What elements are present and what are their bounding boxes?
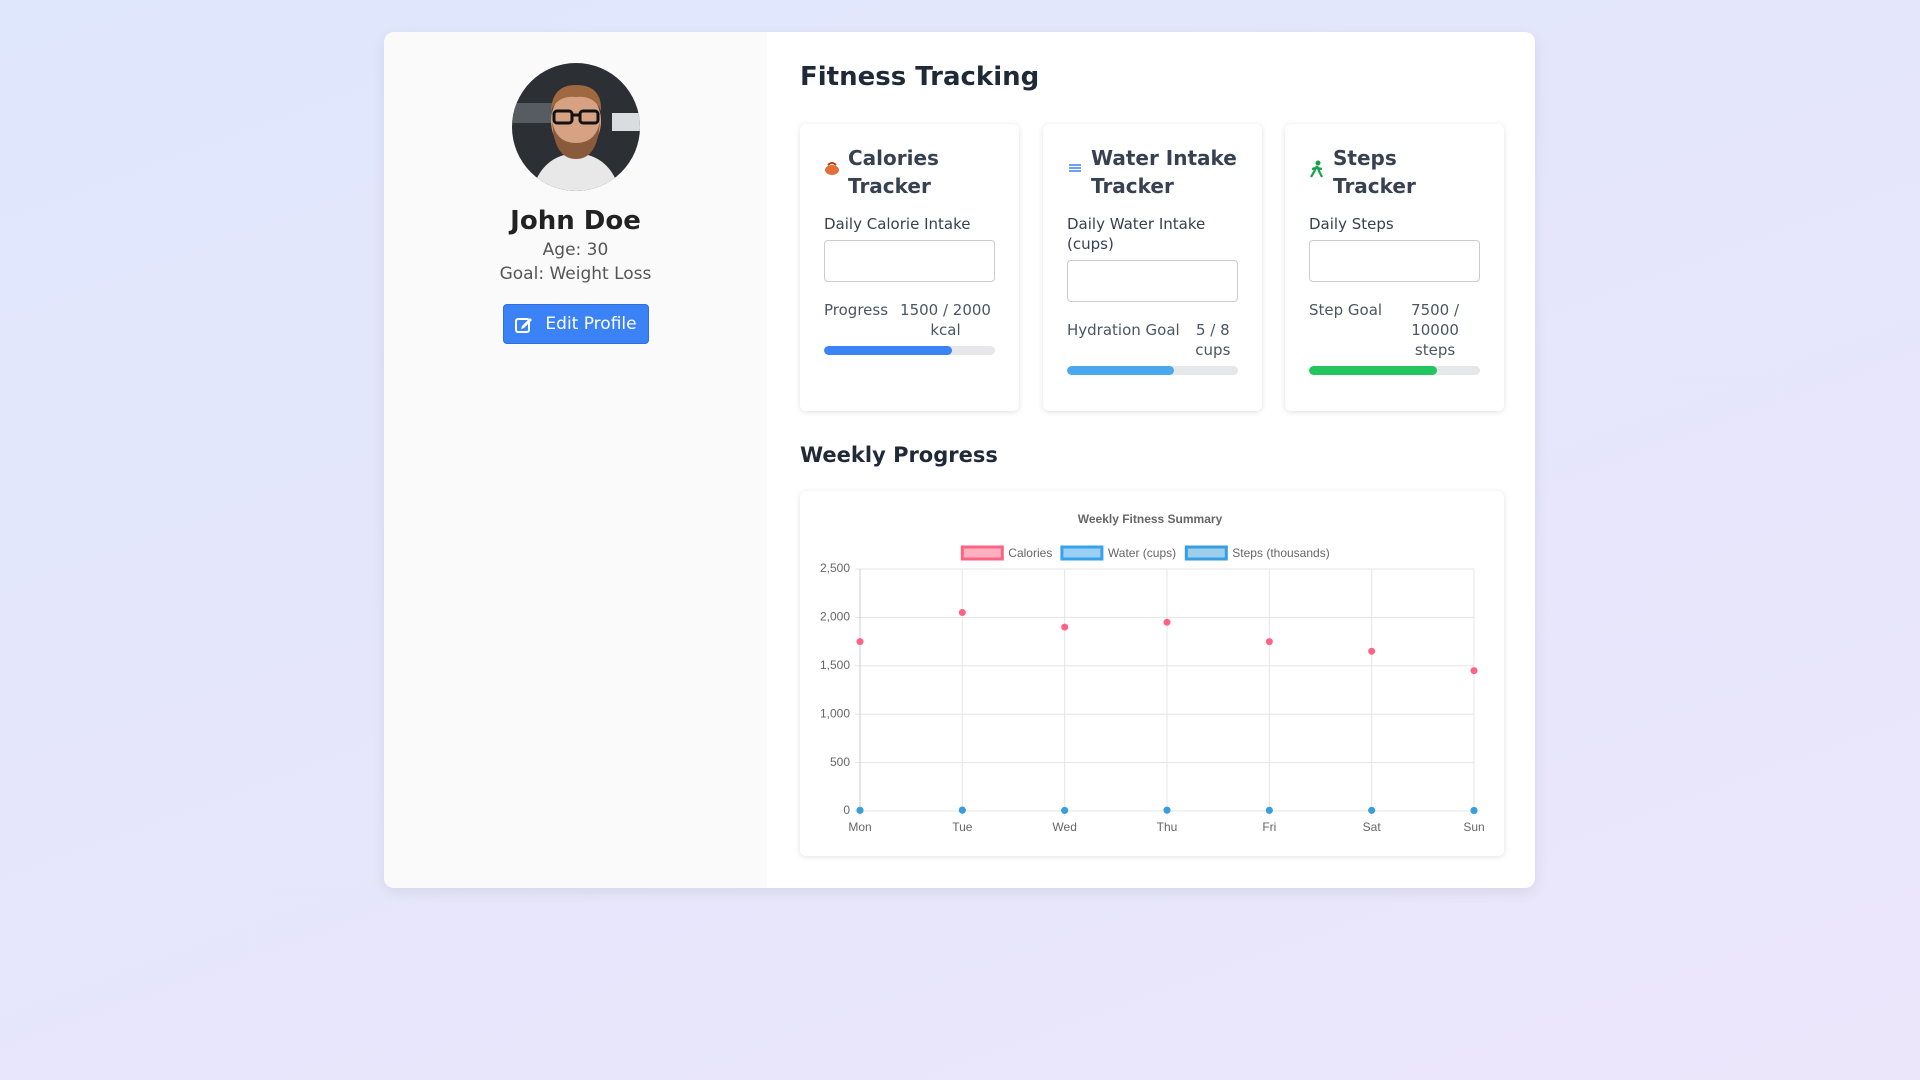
x-tick-label: Wed — [1052, 820, 1076, 834]
profile-goal: Goal: Weight Loss — [499, 264, 652, 284]
x-tick-label: Mon — [848, 820, 871, 834]
progress-row: Step Goal 7500 / 10000 steps — [1309, 300, 1480, 360]
chart-card: Weekly Fitness Summary 0 500 1,000 1,500 2,0… — [800, 491, 1504, 856]
chart: Weekly Fitness Summary 0 500 1,000 1,500 2,0… — [820, 512, 1485, 834]
steps-icon — [1310, 160, 1323, 178]
goal-label: Hydration Goal — [1067, 321, 1180, 339]
progress-text: 1500 / 2000 kcal — [900, 301, 991, 339]
input-label: Daily Calorie Intake — [824, 215, 971, 233]
profile-age: Age: 30 — [542, 240, 609, 260]
legend-swatch — [960, 545, 1004, 561]
profile-name: John Doe — [510, 206, 641, 236]
x-tick-label: Thu — [1157, 820, 1178, 834]
data-point — [1061, 623, 1069, 631]
data-point — [856, 806, 864, 814]
data-point — [1061, 806, 1069, 814]
tracker-header: Calories Tracker — [824, 144, 995, 200]
edit-icon — [515, 318, 533, 333]
input-label: Daily Water Intake (cups) — [1067, 215, 1206, 253]
y-tick-label: 1,500 — [820, 658, 850, 672]
progress-track — [824, 346, 995, 355]
x-tick-label: Tue — [952, 820, 973, 834]
legend-swatch — [1060, 545, 1104, 561]
progress-row: Progress 1500 / 2000 kcal — [824, 300, 995, 340]
tracker-input[interactable] — [824, 240, 995, 282]
tracker-header: Water Intake Tracker — [1067, 144, 1238, 200]
calories-icon — [825, 162, 839, 175]
y-tick-label: 2,000 — [820, 610, 850, 624]
x-tick-label: Fri — [1262, 820, 1276, 834]
water-icon — [1069, 164, 1081, 172]
progress-fill — [824, 346, 953, 355]
tracker-card: Water Intake Tracker Daily Water Intake (… — [1043, 124, 1262, 411]
legend-label: Steps (thousands) — [1232, 546, 1329, 560]
tracker-card: Steps Tracker Daily Steps Step Goal 7500 / … — [1285, 124, 1504, 411]
legend-label: Calories — [1008, 546, 1052, 560]
tracker-input[interactable] — [1067, 260, 1238, 302]
progress-text: 7500 / 10000 steps — [1411, 301, 1460, 359]
data-point — [1163, 618, 1171, 626]
progress-fill — [1067, 366, 1174, 375]
legend-label: Water (cups) — [1108, 546, 1176, 560]
weekly-title: Weekly Progress — [800, 443, 998, 467]
goal-label: Progress — [824, 301, 889, 319]
x-tick-label: Sun — [1463, 820, 1484, 834]
tracker-title: Calories Tracker — [848, 146, 939, 198]
progress-track — [1067, 366, 1238, 375]
profile-panel: John Doe Age: 30 Goal: Weight Loss Edit … — [384, 32, 767, 888]
y-tick-label: 0 — [843, 803, 850, 817]
progress-track — [1309, 366, 1480, 375]
data-point — [856, 638, 864, 646]
data-point — [1470, 807, 1478, 815]
y-tick-label: 1,000 — [820, 706, 850, 720]
data-point — [958, 609, 966, 617]
data-point — [1265, 806, 1273, 814]
main-title: Fitness Tracking — [800, 62, 1040, 92]
input-label: Daily Steps — [1309, 215, 1394, 233]
tracker-card: Calories Tracker Daily Calorie Intake Prog… — [800, 124, 1019, 411]
tracker-title: Water Intake Tracker — [1091, 146, 1237, 198]
edit-profile-button[interactable]: Edit Profile — [503, 304, 649, 344]
progress-row: Hydration Goal 5 / 8 cups — [1067, 320, 1238, 360]
progress-text: 5 / 8 cups — [1195, 321, 1231, 359]
data-point — [1265, 638, 1273, 646]
tracker-title: Steps Tracker — [1333, 146, 1416, 198]
tracker-input[interactable] — [1309, 240, 1480, 282]
button-label: Edit Profile — [545, 314, 637, 334]
progress-fill — [1309, 366, 1438, 375]
y-tick-label: 2,500 — [820, 561, 850, 575]
x-tick-label: Sat — [1363, 820, 1382, 834]
avatar — [512, 63, 640, 191]
data-point — [1368, 806, 1376, 814]
data-point — [1470, 667, 1478, 675]
data-point — [1163, 806, 1171, 814]
data-point — [958, 806, 966, 814]
data-point — [1368, 647, 1376, 655]
goal-label: Step Goal — [1309, 301, 1383, 319]
chart-title: Weekly Fitness Summary — [1078, 512, 1223, 526]
legend-swatch — [1184, 545, 1228, 561]
tracker-header: Steps Tracker — [1309, 144, 1480, 200]
y-tick-label: 500 — [830, 755, 850, 769]
